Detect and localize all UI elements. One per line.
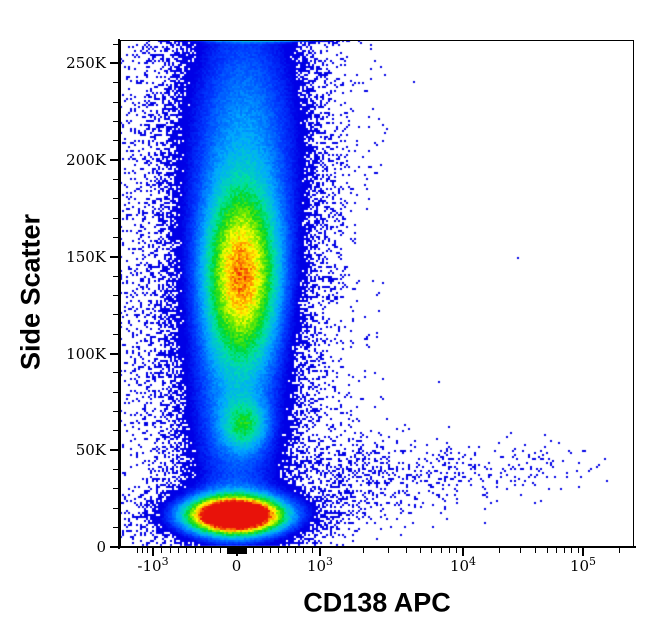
- x-major-tick: [235, 548, 238, 556]
- x-tick-label: 103: [306, 555, 334, 575]
- y-minor-tick: [113, 179, 118, 181]
- y-tick-label: 150K: [66, 247, 106, 266]
- y-tick-label: 250K: [66, 54, 106, 73]
- y-minor-tick: [113, 314, 118, 316]
- y-major-tick: [110, 352, 118, 355]
- y-minor-tick: [113, 507, 118, 509]
- y-minor-tick: [113, 295, 118, 297]
- x-minor-tick: [419, 548, 421, 553]
- x-minor-tick: [546, 548, 548, 553]
- y-minor-tick: [113, 372, 118, 374]
- x-minor-tick: [388, 548, 390, 553]
- x-minor-tick: [178, 548, 180, 553]
- x-tick-label: 0: [231, 557, 242, 575]
- x-axis-line: [117, 546, 636, 548]
- y-minor-tick: [113, 101, 118, 103]
- y-major-tick: [110, 159, 118, 162]
- x-major-tick: [462, 548, 464, 556]
- x-tick-label: -103: [137, 555, 169, 575]
- x-minor-tick: [244, 548, 246, 553]
- x-axis-title: CD138 APC: [303, 587, 451, 618]
- y-minor-tick: [113, 121, 118, 122]
- x-minor-tick: [203, 548, 205, 553]
- x-minor-tick: [269, 548, 271, 553]
- x-minor-tick: [449, 548, 451, 553]
- x-minor-tick: [294, 548, 296, 553]
- x-minor-tick: [253, 548, 255, 553]
- y-minor-tick: [113, 430, 118, 432]
- y-minor-tick: [113, 411, 118, 413]
- x-major-tick: [319, 548, 321, 556]
- y-major-tick: [110, 546, 118, 548]
- x-minor-tick: [194, 548, 196, 553]
- x-minor-tick: [577, 548, 579, 553]
- x-minor-tick: [499, 548, 501, 553]
- x-minor-tick: [440, 548, 442, 553]
- y-minor-tick: [113, 488, 118, 490]
- y-major-tick: [110, 62, 118, 65]
- x-tick-label: 104: [449, 555, 477, 575]
- x-major-tick: [152, 548, 154, 556]
- y-minor-tick: [113, 140, 118, 142]
- y-minor-tick: [113, 391, 118, 393]
- x-minor-tick: [261, 548, 263, 553]
- x-minor-tick: [219, 548, 221, 553]
- x-minor-tick: [211, 548, 213, 553]
- x-minor-tick: [520, 548, 522, 553]
- density-plot-canvas: [120, 40, 634, 547]
- x-minor-tick: [286, 548, 288, 553]
- x-minor-tick: [186, 548, 188, 553]
- y-minor-tick: [113, 237, 118, 239]
- y-minor-tick: [113, 43, 118, 45]
- y-minor-tick: [113, 469, 118, 471]
- x-minor-tick: [169, 548, 171, 553]
- y-axis-line: [118, 39, 120, 549]
- y-major-tick: [110, 255, 118, 258]
- y-minor-tick: [113, 217, 118, 219]
- x-minor-tick: [571, 548, 573, 553]
- x-minor-tick: [303, 548, 305, 553]
- x-minor-tick: [564, 548, 566, 553]
- y-minor-tick: [113, 333, 118, 335]
- x-minor-tick: [456, 548, 458, 553]
- x-minor-tick: [311, 548, 313, 553]
- y-minor-tick: [113, 275, 118, 277]
- y-minor-tick: [113, 198, 118, 200]
- x-major-tick: [582, 548, 584, 556]
- y-minor-tick: [113, 527, 118, 529]
- plot-frame: [120, 40, 634, 547]
- y-minor-tick: [113, 82, 118, 84]
- x-minor-tick: [535, 548, 537, 553]
- y-tick-label: 100K: [66, 344, 106, 363]
- y-tick-label: 0: [96, 538, 106, 556]
- y-tick-label: 200K: [66, 151, 106, 170]
- x-minor-tick: [431, 548, 433, 553]
- x-minor-tick: [228, 548, 230, 553]
- y-axis-title: Side Scatter: [15, 213, 46, 371]
- y-major-tick: [110, 449, 118, 452]
- x-minor-tick: [406, 548, 408, 553]
- x-minor-tick: [363, 548, 365, 553]
- x-minor-tick: [619, 548, 621, 553]
- y-tick-label: 50K: [75, 441, 106, 460]
- x-tick-label: 105: [569, 555, 597, 575]
- x-minor-tick: [161, 548, 163, 553]
- x-minor-tick: [137, 548, 139, 553]
- x-minor-tick: [141, 548, 143, 553]
- x-minor-tick: [147, 548, 149, 553]
- x-minor-tick: [278, 548, 280, 553]
- x-minor-tick: [556, 548, 558, 553]
